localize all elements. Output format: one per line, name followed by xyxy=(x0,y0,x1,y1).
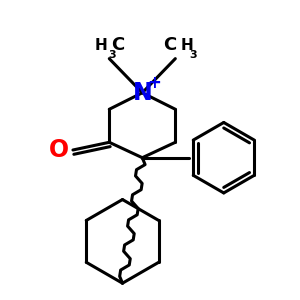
Text: C: C xyxy=(112,36,125,54)
Text: H: H xyxy=(181,38,194,53)
Text: N: N xyxy=(132,81,152,105)
Text: 3: 3 xyxy=(190,50,197,60)
Text: 3: 3 xyxy=(108,50,116,60)
Text: O: O xyxy=(49,138,69,162)
Text: C: C xyxy=(163,36,176,54)
Text: H: H xyxy=(94,38,107,53)
Text: +: + xyxy=(148,74,161,92)
